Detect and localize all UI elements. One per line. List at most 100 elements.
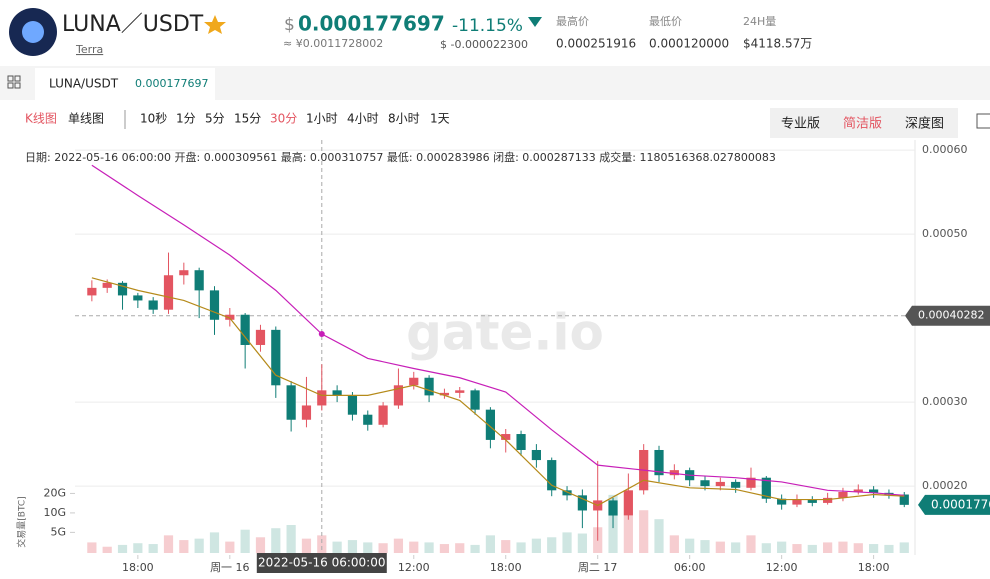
volume-bar — [424, 542, 434, 553]
volume-bar — [654, 519, 664, 553]
view-option[interactable]: 专业版 — [781, 117, 820, 132]
candle-body — [899, 494, 909, 505]
volume-bar — [439, 544, 450, 553]
ohlc-info: 日期: 2022-05-16 06:00:00 开盘: 0.000309561 … — [25, 150, 776, 164]
view-option[interactable]: 深度图 — [905, 116, 944, 132]
volume-bar — [148, 544, 158, 553]
expand-icon[interactable] — [976, 113, 990, 129]
candle-body — [347, 395, 358, 415]
candle-body — [194, 270, 204, 291]
chart-mode[interactable]: K线图 — [25, 112, 57, 126]
volume-bar — [731, 542, 741, 553]
volume-bar — [547, 537, 557, 553]
currency: $ — [284, 15, 295, 35]
interval[interactable]: 10秒 — [140, 112, 167, 126]
time-tag — [256, 553, 387, 573]
interval[interactable]: 5分 — [205, 112, 225, 126]
plot — [75, 140, 915, 555]
candle-body — [240, 314, 250, 345]
volume-bar — [761, 543, 771, 553]
interval[interactable]: 15分 — [234, 112, 261, 126]
change-pct: -11.15% — [452, 16, 523, 36]
project-link[interactable]: Terra — [75, 43, 103, 56]
volume-bar — [209, 532, 220, 553]
favorite-star[interactable] — [204, 15, 226, 34]
candle-body — [501, 434, 511, 440]
candle-body — [823, 497, 833, 503]
candle-body — [209, 290, 220, 320]
volume-bar — [746, 535, 756, 553]
x-tick-label: 18:00 — [122, 561, 154, 574]
x-tick-label: 周二 17 — [578, 561, 618, 574]
volume-bar — [363, 542, 373, 553]
tab-pair[interactable]: LUNA/USDT — [49, 77, 119, 91]
volume-bar — [179, 540, 189, 553]
volume-bar — [255, 537, 266, 553]
candle-body — [869, 489, 879, 493]
candle-body — [746, 477, 756, 488]
candle-body — [409, 377, 419, 386]
y-tick-label: 0.00050 — [922, 227, 968, 240]
volume-bar — [102, 546, 112, 553]
volume-bar — [225, 541, 235, 553]
volume-bar — [485, 535, 495, 553]
candle-body — [562, 490, 572, 496]
moving-average — [91, 277, 905, 507]
volume-bar — [501, 540, 511, 553]
candle-body — [179, 270, 189, 276]
last-price: 0.000177697 — [298, 12, 445, 36]
candle-body — [378, 405, 388, 425]
crosshair-price: 0.00040282 — [918, 309, 984, 322]
pair-title[interactable]: LUNA／USDT — [62, 12, 204, 37]
volume-bar — [516, 542, 526, 553]
interval[interactable]: 1分 — [176, 112, 196, 126]
candle-body — [148, 300, 158, 310]
view-switch — [770, 108, 958, 138]
interval[interactable]: 1小时 — [306, 112, 338, 126]
candle-body — [102, 282, 112, 288]
chart-mode[interactable]: 单线图 — [68, 112, 104, 126]
candle-body — [317, 390, 327, 406]
interval[interactable]: 8小时 — [388, 112, 420, 126]
volume-bar — [777, 541, 787, 553]
tab-price: 0.000177697 — [135, 77, 208, 90]
volume-bar — [347, 540, 358, 553]
volume-bar — [455, 543, 465, 553]
price-tag — [905, 305, 990, 326]
volume-bar — [117, 544, 128, 553]
last-price-label: 0.000177697 — [931, 497, 990, 511]
moving-average — [91, 164, 905, 496]
y-tick-label: 0.00020 — [922, 479, 968, 492]
tab[interactable] — [35, 68, 215, 100]
stat-label: 最高价 — [556, 14, 589, 28]
toolbar: K线图 单线图 10秒 1分 5分 15分 30分 1小时 4小时 8小时 1天 专业版 简洁版 深度图 — [25, 108, 990, 138]
volume-bar — [838, 541, 848, 553]
volume-bar — [884, 544, 894, 553]
volume-axis-title: 交易量[BTC] — [16, 496, 28, 547]
crosshair-time: 2022-05-16 06:00:00 — [258, 556, 385, 570]
volume-bar — [271, 528, 281, 553]
volume-tick-label: 5G — [50, 525, 66, 538]
interval[interactable]: 30分 — [270, 112, 297, 126]
candle-body — [455, 390, 465, 393]
candle-body — [301, 405, 312, 420]
interval[interactable]: 4小时 — [347, 112, 379, 126]
candle-body — [623, 490, 633, 516]
interval[interactable]: 1天 — [430, 112, 450, 126]
volume-bar — [639, 510, 649, 553]
candle-body — [761, 477, 771, 499]
candle-body — [485, 409, 495, 440]
volume-bar — [409, 541, 419, 553]
x-tick-label: 18:00 — [858, 561, 890, 574]
view-option[interactable]: 简洁版 — [843, 116, 882, 132]
volume-bar — [531, 538, 541, 553]
down-arrow — [528, 17, 542, 27]
candle-body — [669, 470, 679, 476]
volume-bar — [286, 525, 296, 553]
grid-icon[interactable] — [7, 75, 21, 89]
candle-body — [577, 495, 587, 511]
candle-body — [163, 275, 174, 310]
stat-label: 最低价 — [649, 15, 682, 28]
volume-tick-label: 10G — [43, 506, 66, 519]
